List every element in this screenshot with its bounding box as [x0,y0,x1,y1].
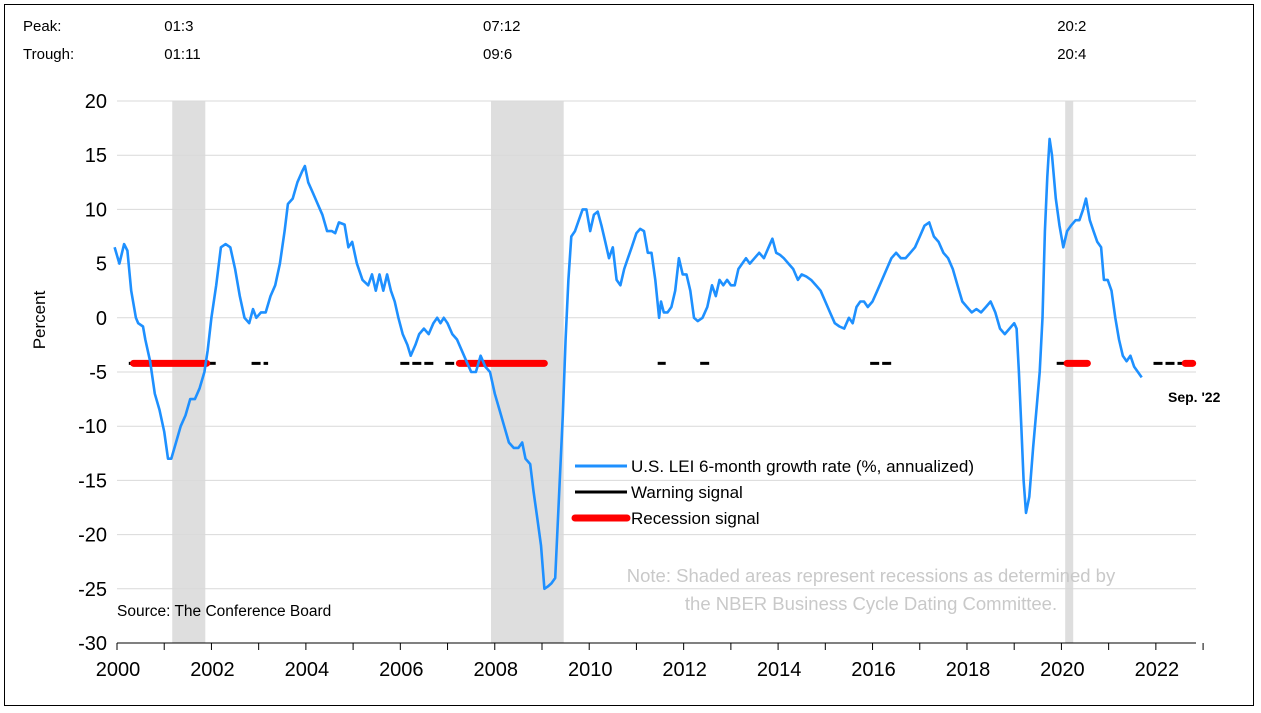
x-tick-label: 2004 [285,659,330,681]
legend: U.S. LEI 6-month growth rate (%, annuali… [571,457,974,528]
recession-peak-2: 07:12 [483,18,521,35]
legend-recession-label: Recession signal [631,509,760,528]
y-tick-label: -10 [78,416,107,438]
note-line-2: the NBER Business Cycle Dating Committee… [685,593,1057,614]
y-tick-label: 15 [85,145,107,167]
chart-frame: 20 15 10 5 0 -5 -10 -15 -20 -25 -30 2000 2002 2004 20… [4,4,1254,706]
y-tick-label: -30 [78,633,107,655]
x-tick-label: 2010 [568,659,613,681]
y-tick-label: 5 [96,254,107,276]
x-tick-label: 2008 [474,659,519,681]
legend-warning-label: Warning signal [631,483,743,502]
x-tick-label: 2012 [662,659,707,681]
x-tick-label: 2002 [190,659,235,681]
y-tick-label: 10 [85,199,107,221]
y-axis-label: Percent [30,290,49,349]
y-tick-label: 20 [85,91,107,113]
y-tick-label: -15 [78,470,107,492]
recession-trough-2: 09:6 [483,46,512,63]
lei-growth-line [113,137,1143,591]
recession-trough-3: 20:4 [1057,46,1086,63]
trough-label: Trough: [23,46,74,63]
legend-line-label: U.S. LEI 6-month growth rate (%, annuali… [631,457,974,476]
x-tick-label: 2020 [1040,659,1085,681]
peak-label: Peak: [23,18,61,35]
y-tick-label: -25 [78,579,107,601]
x-tick-label: 2022 [1135,659,1180,681]
note-line-1: Note: Shaded areas represent recessions … [627,565,1116,586]
x-tick-label: 2014 [757,659,802,681]
recession-peak-1: 01:3 [164,18,193,35]
x-tick-label: 2000 [96,659,141,681]
x-tick-label: 2018 [946,659,991,681]
y-tick-label: -20 [78,525,107,547]
source-label: Source: The Conference Board [117,603,331,620]
x-tick-label: 2006 [379,659,424,681]
recession-trough-1: 01:11 [164,46,200,63]
x-tick-label: 2016 [851,659,896,681]
lei-chart: 20 15 10 5 0 -5 -10 -15 -20 -25 -30 2000 2002 2004 20… [23,18,1221,681]
end-date-label: Sep. '22 [1168,389,1221,405]
y-tick-label: 0 [96,308,107,330]
recession-peak-3: 20:2 [1057,18,1086,35]
y-tick-label: -5 [89,362,107,384]
